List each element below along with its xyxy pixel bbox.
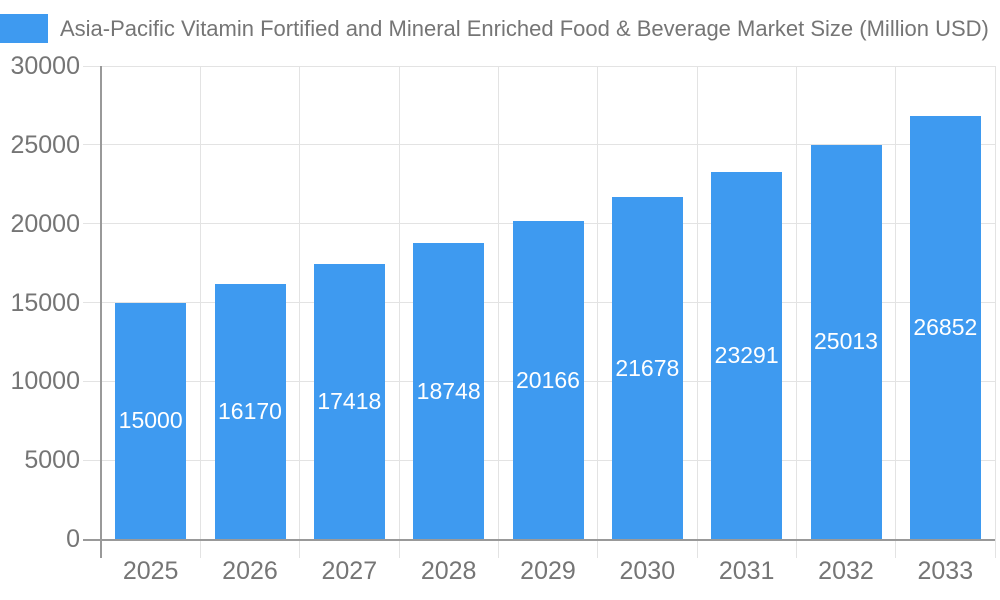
bar-value-label: 21678 <box>615 354 680 381</box>
bar[interactable]: 16170 <box>214 284 286 539</box>
bar-value-label: 23291 <box>714 341 779 368</box>
bar[interactable]: 23291 <box>711 171 783 539</box>
x-axis-tick-label: 2027 <box>321 557 378 585</box>
y-axis-tick-label: 15000 <box>10 288 80 317</box>
bar[interactable]: 21678 <box>611 197 683 539</box>
x-axis-line <box>83 539 995 541</box>
y-axis-tick-label: 20000 <box>10 209 80 238</box>
gridline-vertical <box>895 66 897 558</box>
gridline-vertical <box>597 66 599 558</box>
y-axis-tick-label: 30000 <box>10 52 80 80</box>
y-axis-tick-label: 5000 <box>24 446 80 475</box>
gridline-vertical <box>994 66 996 558</box>
gridline-horizontal <box>83 144 995 146</box>
bar-value-label: 17418 <box>317 388 382 415</box>
gridline-vertical <box>299 66 301 558</box>
y-axis-tick-label: 0 <box>66 525 80 553</box>
bar-value-label: 20166 <box>516 366 580 393</box>
x-axis-tick-label: 2029 <box>520 557 576 585</box>
bar-value-label: 18748 <box>416 377 481 404</box>
bar-value-label: 25013 <box>814 328 878 355</box>
x-axis-tick-label: 2030 <box>619 557 676 585</box>
x-axis-tick-label: 2031 <box>718 557 775 585</box>
bar-value-label: 15000 <box>118 407 183 434</box>
gridline-vertical <box>795 66 797 558</box>
gridline-vertical <box>199 66 201 558</box>
bar[interactable]: 20166 <box>512 221 584 539</box>
x-axis-tick-label: 2025 <box>122 557 179 585</box>
legend-series-label: Asia-Pacific Vitamin Fortified and Miner… <box>60 16 989 41</box>
x-axis-tick-label: 2026 <box>222 557 278 585</box>
y-axis-tick-label: 25000 <box>10 130 80 159</box>
gridline-horizontal <box>83 65 995 67</box>
bar-value-label: 26852 <box>913 313 978 340</box>
bar[interactable]: 15000 <box>115 302 187 539</box>
gridline-vertical <box>696 66 698 558</box>
gridline-vertical <box>497 66 499 558</box>
legend-swatch-icon <box>0 14 48 43</box>
legend[interactable]: Asia-Pacific Vitamin Fortified and Miner… <box>0 14 1000 44</box>
bar[interactable]: 26852 <box>909 115 981 539</box>
bar-value-label: 16170 <box>218 398 282 425</box>
bar[interactable]: 17418 <box>313 264 385 539</box>
bar[interactable]: 25013 <box>810 144 882 539</box>
x-axis-tick-label: 2028 <box>420 557 477 585</box>
x-axis-tick-label: 2033 <box>917 557 974 585</box>
gridline-vertical <box>398 66 400 558</box>
y-axis-tick-label: 10000 <box>10 367 80 396</box>
y-axis-line <box>100 66 102 558</box>
x-axis-tick-label: 2032 <box>818 557 874 585</box>
bar[interactable]: 18748 <box>413 243 485 539</box>
